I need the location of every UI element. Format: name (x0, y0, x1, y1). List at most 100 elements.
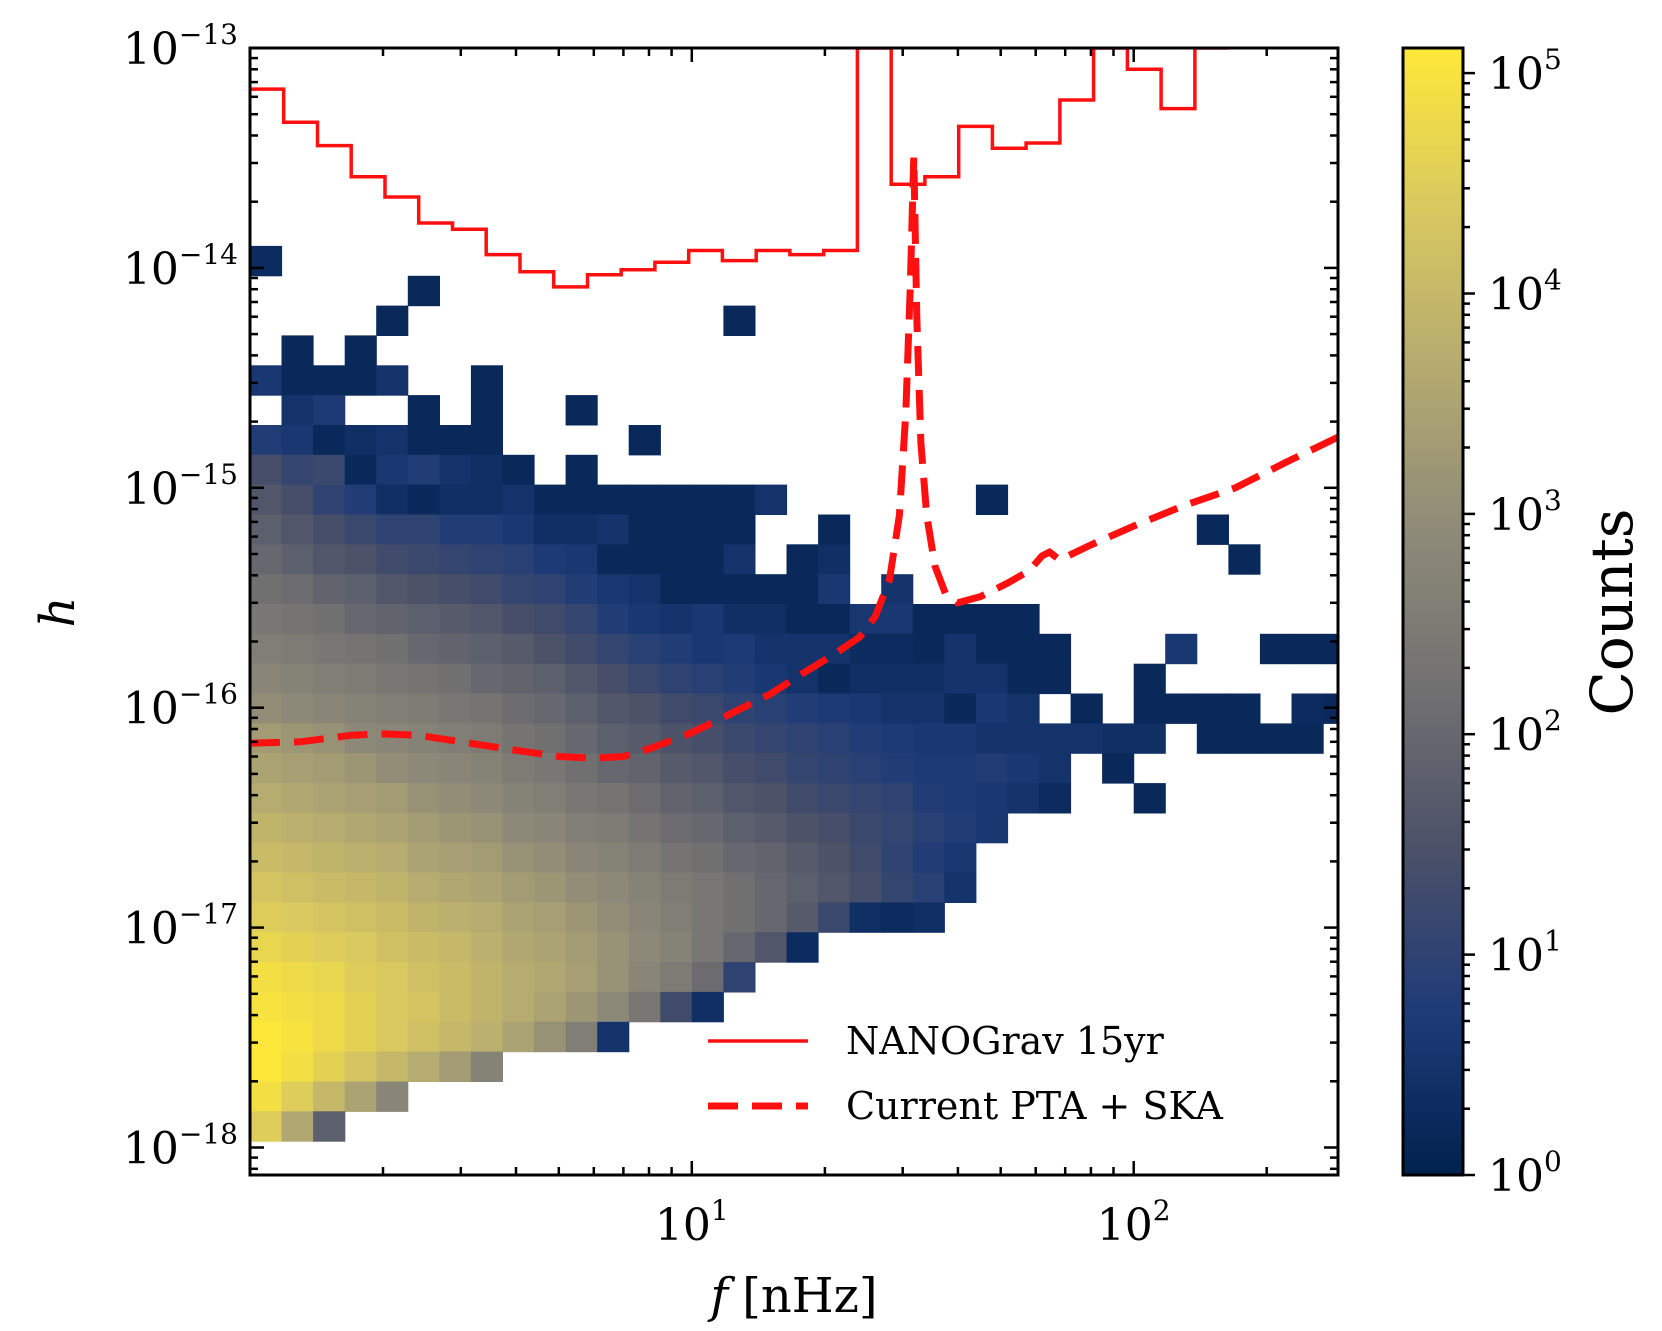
histogram-cell (881, 842, 914, 874)
histogram-cell (313, 991, 346, 1023)
histogram-cell (691, 753, 724, 784)
histogram-cell (502, 454, 535, 486)
histogram-cell (344, 902, 377, 933)
histogram-cell (502, 842, 535, 874)
histogram-cell (628, 425, 661, 456)
histogram-cell (660, 932, 693, 963)
histogram-cell (376, 604, 409, 635)
histogram-cell (376, 932, 409, 963)
histogram-cell (1070, 693, 1103, 724)
histogram-cell (597, 574, 630, 605)
histogram-cell (250, 633, 283, 665)
histogram-cell (818, 514, 851, 545)
histogram-cell (313, 395, 346, 426)
histogram-cell (534, 574, 567, 605)
histogram-cell (818, 842, 851, 874)
histogram-cell (470, 633, 503, 665)
histogram-cell (344, 365, 377, 396)
histogram-cell (407, 902, 440, 933)
histogram-cell (376, 484, 409, 515)
histogram-cell (376, 812, 409, 844)
histogram-cell (565, 842, 598, 874)
colorbar-tick-label: 103 (1488, 484, 1562, 541)
histogram-cell (534, 604, 567, 635)
histogram-cell (376, 991, 409, 1023)
histogram-cell (565, 484, 598, 515)
y-axis-label: h (30, 597, 86, 628)
histogram-cell (281, 962, 314, 993)
histogram-cell (281, 544, 314, 575)
histogram-cell (313, 1081, 346, 1112)
axis-ticks (248, 46, 1338, 1175)
histogram-cell (250, 1081, 283, 1112)
histogram-cell (912, 663, 945, 695)
histogram-cell (534, 1021, 567, 1053)
colorbar-tick-label: 105 (1488, 43, 1562, 100)
histogram-cell (660, 693, 693, 724)
histogram-cell (818, 574, 851, 605)
histogram-cell (470, 1051, 503, 1082)
histogram-cell (281, 663, 314, 695)
histogram-cell (313, 753, 346, 784)
y-tick-label: 10−18 (123, 1118, 238, 1175)
histogram-cell (502, 872, 535, 903)
histogram-cell (439, 454, 472, 486)
histogram-cell (975, 663, 1009, 695)
histogram-cell (344, 783, 377, 814)
histogram-cell (281, 753, 314, 784)
histogram-cell (723, 723, 756, 754)
histogram-cell (534, 484, 567, 515)
histogram-cell (597, 902, 630, 933)
histogram-cell (344, 604, 377, 635)
histogram-cell (944, 783, 977, 814)
histogram-cell (975, 812, 1009, 844)
histogram-cell (849, 693, 882, 724)
histogram-cell (786, 902, 819, 933)
histogram-cell (754, 872, 788, 903)
histogram-cell (470, 932, 503, 963)
histogram-cell (313, 514, 346, 545)
histogram-cell (628, 783, 661, 814)
histogram-cell (502, 574, 535, 605)
histogram-cell (344, 544, 377, 575)
histogram-cell (628, 872, 661, 903)
colorbar-tick-label: 102 (1488, 704, 1562, 761)
histogram-cell (660, 723, 693, 754)
histogram-cell (723, 305, 756, 336)
histogram-cell (281, 693, 314, 724)
histogram-cell (407, 275, 440, 307)
histogram-cell (754, 484, 788, 515)
histogram-cell (786, 693, 819, 724)
histogram-cell (786, 633, 819, 665)
histogram-cell (944, 663, 977, 695)
histogram-cell (660, 484, 693, 515)
histogram-cell (786, 604, 819, 635)
histogram-cell (597, 783, 630, 814)
histogram-cell (470, 693, 503, 724)
histogram-cell (344, 932, 377, 963)
histogram-cell (1196, 723, 1229, 754)
histogram-cell (344, 812, 377, 844)
histogram-cell (912, 812, 945, 844)
nanograv-15yr-curve (250, 48, 1229, 289)
histogram-cell (849, 723, 882, 754)
histogram-cell (754, 812, 788, 844)
histogram-cell (565, 872, 598, 903)
histogram-cell (691, 872, 724, 903)
histogram-cell (313, 902, 346, 933)
histogram-cell (597, 604, 630, 635)
histogram-cell (470, 544, 503, 575)
histogram-cell (407, 962, 440, 993)
histogram-cell (439, 962, 472, 993)
histogram-cell (407, 514, 440, 545)
histogram-cell (1102, 723, 1135, 754)
histogram-cell (470, 872, 503, 903)
histogram-cell (407, 484, 440, 515)
x-tick-label: 102 (1097, 1194, 1171, 1251)
histogram-cell (912, 902, 945, 933)
histogram-cell (344, 484, 377, 515)
histogram-cell (534, 514, 567, 545)
histogram-cell (344, 753, 377, 784)
histogram-cells (250, 245, 1338, 1142)
histogram-cell (565, 633, 598, 665)
